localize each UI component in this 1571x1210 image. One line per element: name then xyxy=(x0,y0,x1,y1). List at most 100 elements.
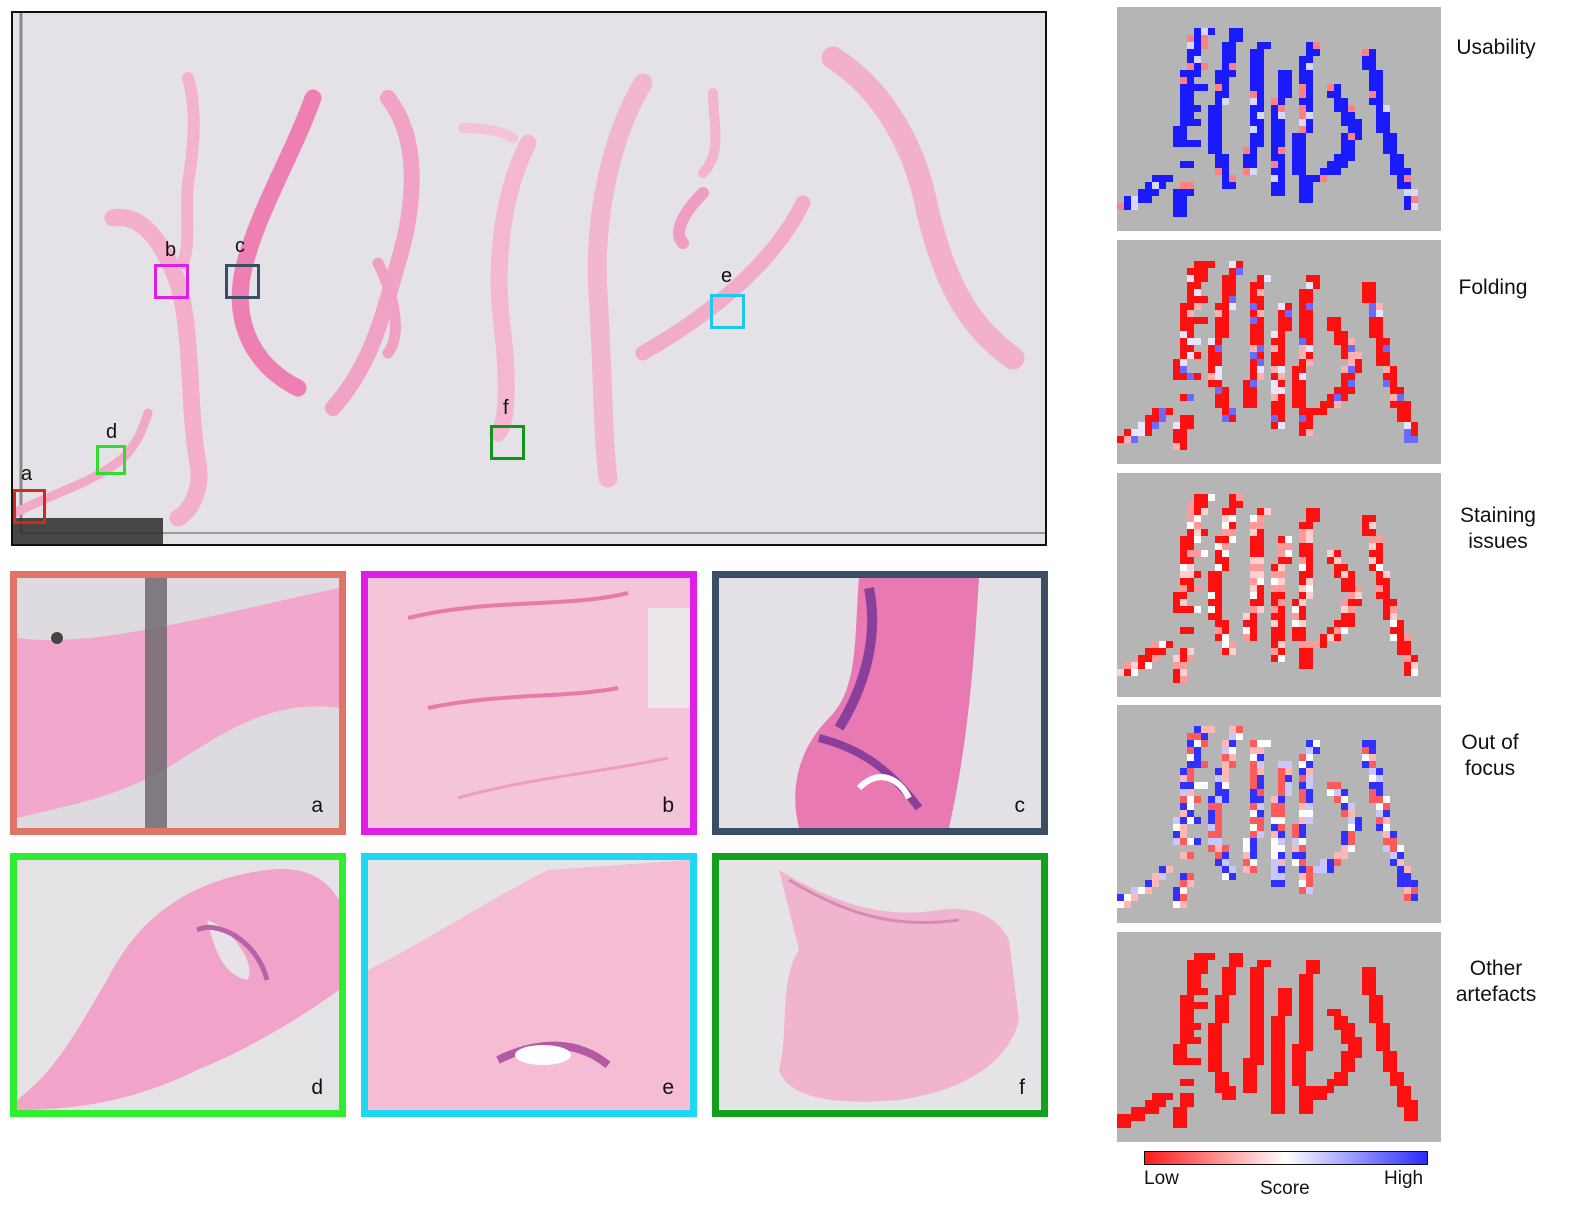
heatmap-cell xyxy=(1257,578,1264,585)
heatmap-cell xyxy=(1376,995,1383,1002)
heatmap-cell xyxy=(1257,105,1264,112)
heatmap-cell xyxy=(1180,91,1187,98)
heatmap-cell xyxy=(1383,838,1390,845)
heatmap-cell xyxy=(1306,77,1313,84)
heatmap-cell xyxy=(1250,359,1257,366)
heatmap-cell xyxy=(1341,1072,1348,1079)
heatmap-cell xyxy=(1215,387,1222,394)
heatmap-cell xyxy=(1257,1037,1264,1044)
heatmap-cell xyxy=(1271,1030,1278,1037)
heatmap-cell xyxy=(1229,303,1236,310)
heatmap-cell xyxy=(1369,974,1376,981)
heatmap-cell xyxy=(1173,126,1180,133)
heatmap-cell xyxy=(1194,515,1201,522)
heatmap-cell xyxy=(1348,345,1355,352)
heatmap-cell xyxy=(1397,873,1404,880)
heatmap-cell xyxy=(1229,268,1236,275)
heatmap-cell xyxy=(1313,747,1320,754)
heatmap-cell xyxy=(1180,84,1187,91)
heatmap-cell xyxy=(1348,571,1355,578)
heatmap-cell xyxy=(1411,655,1418,662)
heatmap-cell xyxy=(1327,1086,1334,1093)
region-box-d[interactable] xyxy=(96,445,126,475)
heatmap-cell xyxy=(1257,310,1264,317)
heatmap-cell xyxy=(1180,1023,1187,1030)
heatmap-cell xyxy=(1320,175,1327,182)
heatmap-cell xyxy=(1299,873,1306,880)
heatmap-cell xyxy=(1250,613,1257,620)
heatmap-cell xyxy=(1299,345,1306,352)
heatmap-cell xyxy=(1376,592,1383,599)
heatmap-cell xyxy=(1334,324,1341,331)
heatmap-cell xyxy=(1257,282,1264,289)
heatmap-cell xyxy=(1397,880,1404,887)
heatmap-cell xyxy=(1376,571,1383,578)
heatmap-cell xyxy=(1194,740,1201,747)
heatmap-cell xyxy=(1299,1023,1306,1030)
heatmap-cell xyxy=(1215,310,1222,317)
heatmap-cell xyxy=(1173,359,1180,366)
region-box-a[interactable] xyxy=(13,489,46,524)
heatmap-cell xyxy=(1404,634,1411,641)
heatmap-cell xyxy=(1194,261,1201,268)
heatmap-cell xyxy=(1369,529,1376,536)
heatmap-cell xyxy=(1271,408,1278,415)
region-box-b[interactable] xyxy=(154,264,189,299)
heatmap-cell xyxy=(1306,782,1313,789)
heatmap-cell xyxy=(1215,1058,1222,1065)
heatmap-cell xyxy=(1201,960,1208,967)
heatmap-cell xyxy=(1306,974,1313,981)
heatmap-cell xyxy=(1397,1079,1404,1086)
heatmap-cell xyxy=(1299,387,1306,394)
heatmap-cell xyxy=(1397,394,1404,401)
heatmap-cell xyxy=(1222,536,1229,543)
heatmap-cell xyxy=(1250,740,1257,747)
heatmap-cell xyxy=(1229,508,1236,515)
heatmap-cell xyxy=(1299,126,1306,133)
heatmap-cell xyxy=(1278,140,1285,147)
heatmap-cell xyxy=(1299,536,1306,543)
heatmap-cell xyxy=(1229,1093,1236,1100)
heatmap-cell xyxy=(1117,203,1124,210)
heatmap-cell xyxy=(1341,1016,1348,1023)
heatmap-cell xyxy=(1250,810,1257,817)
heatmap-cell xyxy=(1306,543,1313,550)
heatmap-cell xyxy=(1250,154,1257,161)
region-box-e[interactable] xyxy=(710,294,745,329)
heatmap-cell xyxy=(1257,782,1264,789)
heatmap-cell xyxy=(1292,859,1299,866)
heatmap-cell xyxy=(1271,98,1278,105)
heatmap-cell xyxy=(1257,324,1264,331)
heatmap-cell xyxy=(1369,995,1376,1002)
heatmap-cell xyxy=(1404,887,1411,894)
heatmap-cell xyxy=(1369,747,1376,754)
region-box-c[interactable] xyxy=(225,264,260,299)
heatmap-cell xyxy=(1376,352,1383,359)
heatmap-cell xyxy=(1222,1093,1229,1100)
heatmap-cell xyxy=(1341,1030,1348,1037)
heatmap-cell xyxy=(1278,366,1285,373)
heatmap-cell xyxy=(1215,606,1222,613)
heatmap-cell xyxy=(1376,1037,1383,1044)
heatmap-cell xyxy=(1264,42,1271,49)
heatmap-cell xyxy=(1201,1002,1208,1009)
heatmap-cell xyxy=(1292,154,1299,161)
heatmap-cell xyxy=(1271,154,1278,161)
heatmap-cell xyxy=(1376,585,1383,592)
heatmap-cell xyxy=(1320,1086,1327,1093)
heatmap-cell xyxy=(1299,1086,1306,1093)
heatmap-cell xyxy=(1194,119,1201,126)
region-box-f[interactable] xyxy=(490,425,525,460)
heatmap-cell xyxy=(1180,901,1187,908)
heatmap-cell xyxy=(1376,1023,1383,1030)
heatmap-cell xyxy=(1215,324,1222,331)
heatmap-cell xyxy=(1411,669,1418,676)
heatmap-cell xyxy=(1327,859,1334,866)
heatmap-cell xyxy=(1334,331,1341,338)
heatmap-cell xyxy=(1341,845,1348,852)
heatmap-usability xyxy=(1117,7,1441,231)
heatmap-cell xyxy=(1390,620,1397,627)
heatmap-cell xyxy=(1222,84,1229,91)
heatmap-cell xyxy=(1173,824,1180,831)
heatmap-cell xyxy=(1327,782,1334,789)
